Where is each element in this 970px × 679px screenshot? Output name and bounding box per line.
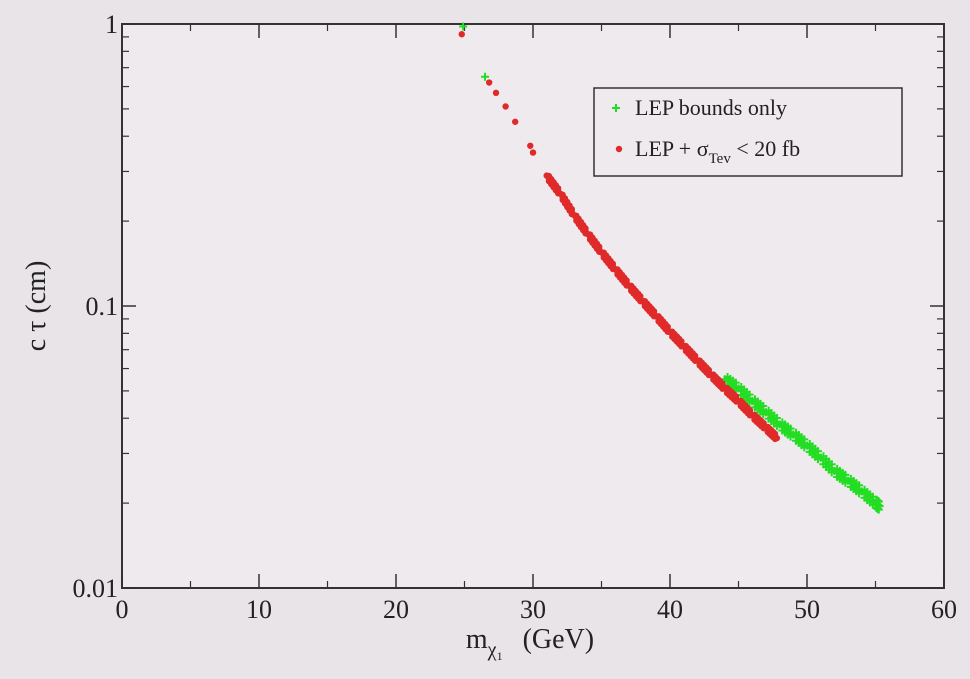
data-point-lep-tev: [637, 292, 644, 300]
x-tick-label: 20: [383, 595, 409, 624]
data-point-lep-tev: [554, 185, 562, 192]
data-point-lep-tev: [691, 352, 699, 359]
data-point-lep-tev: [582, 225, 589, 232]
x-tick-label: 10: [246, 595, 272, 624]
data-point-lep-tev: [609, 260, 617, 268]
legend-label-lep: LEP bounds only: [635, 95, 787, 120]
data-point-lep-tev: [664, 323, 671, 330]
x-tick-label: 60: [931, 595, 957, 624]
x-tick-label: 30: [520, 595, 546, 624]
data-point-lep-tev: [773, 434, 781, 442]
data-points: [458, 22, 884, 514]
legend-marker-lep-tev: [615, 145, 623, 153]
y-tick-label: 0.1: [86, 292, 119, 321]
data-point-lep-tev: [492, 89, 500, 97]
y-tick-label: 1: [105, 10, 118, 39]
data-point-lep-tev: [511, 118, 519, 125]
y-axis-title: c τ (cm): [21, 261, 52, 352]
x-axis-title: mχ1 (GeV): [466, 624, 594, 663]
axis-ticks: [121, 23, 945, 589]
x-tick-label: 40: [657, 595, 683, 624]
data-point-lep-tev: [623, 277, 630, 284]
data-point-lep-tev: [527, 142, 534, 149]
legend-box: [593, 87, 903, 177]
x-tick-labels: 0 10 20 30 40 50 60: [116, 595, 958, 624]
x-axis-title-unit: (GeV): [523, 624, 595, 655]
data-point-lep-tev: [502, 103, 509, 110]
data-point-lep-tev: [719, 380, 726, 387]
y-tick-labels: 0.01 0.1 1: [73, 10, 119, 603]
data-point-lep-tev: [458, 31, 465, 38]
x-axis-title-subsub: 1: [497, 649, 503, 663]
legend-marker-lep: [612, 104, 620, 112]
legend-label-lep-tev-main: LEP + σ: [635, 136, 709, 161]
x-tick-label: 0: [116, 595, 129, 624]
series-lep-tev: [458, 31, 781, 443]
data-point-lep-tev: [678, 338, 685, 345]
data-point-lep-tev: [650, 308, 658, 315]
data-point-lep-tev: [746, 407, 754, 414]
legend-label-lep-tev-suffix: < 20 fb: [731, 136, 800, 161]
x-tick-label: 50: [794, 595, 820, 624]
legend-label-lep-tev: LEP + σTev < 20 fb: [635, 136, 800, 167]
legend: LEP bounds only LEP + σTev < 20 fb: [593, 87, 903, 177]
y-tick-label: 0.01: [73, 574, 119, 603]
x-axis-title-sub: χ: [487, 639, 497, 661]
data-point-lep-tev: [485, 79, 493, 86]
series-lep-bounds-only: [459, 22, 884, 514]
data-point-lep-tev: [529, 149, 537, 156]
legend-label-lep-tev-sub: Tev: [709, 151, 732, 167]
data-point-lep-tev: [568, 205, 576, 213]
data-point-lep-tev: [596, 243, 603, 250]
x-axis-title-main: m: [466, 624, 488, 655]
legend-marker-dot: [615, 145, 623, 153]
data-point-lep-tev: [705, 366, 713, 374]
